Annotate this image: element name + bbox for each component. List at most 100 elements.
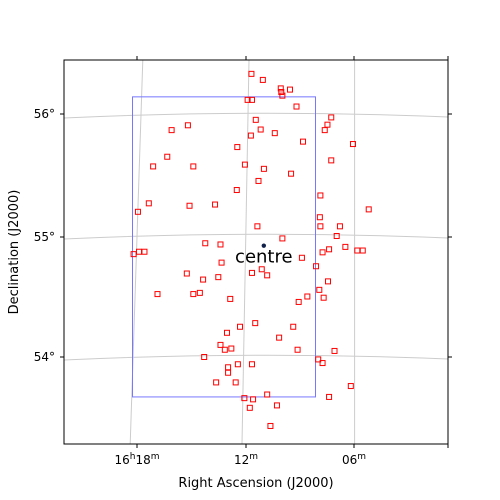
data-point <box>354 247 361 254</box>
data-point <box>359 247 366 254</box>
data-point <box>130 251 137 258</box>
data-point <box>183 270 190 277</box>
data-points <box>130 70 372 429</box>
data-point <box>248 269 255 276</box>
data-point <box>241 395 248 402</box>
data-point <box>321 127 328 134</box>
data-point <box>260 165 267 172</box>
grid-line-dec-56 <box>63 112 449 119</box>
data-point <box>136 248 143 255</box>
data-point <box>326 246 333 253</box>
data-point <box>328 114 335 121</box>
centre-label: centre <box>235 247 293 268</box>
data-point <box>248 96 255 103</box>
data-point <box>255 177 262 184</box>
data-point <box>134 208 141 215</box>
data-point <box>316 214 323 221</box>
data-point <box>221 346 228 353</box>
plot-frame <box>63 59 449 445</box>
data-point <box>244 96 251 103</box>
centre-annotation: centre <box>235 243 293 268</box>
ticks <box>60 56 452 448</box>
data-point <box>300 138 307 145</box>
data-point <box>228 345 235 352</box>
y-tick-label-56: 56° <box>34 107 55 121</box>
data-point <box>333 233 340 239</box>
data-point <box>277 85 284 92</box>
data-point <box>190 291 197 298</box>
data-point <box>290 323 297 330</box>
data-point <box>293 103 300 110</box>
data-point <box>241 161 248 168</box>
data-point <box>234 144 241 151</box>
data-point <box>168 127 175 134</box>
grid-line-dec-55 <box>63 233 449 240</box>
data-point <box>196 289 203 296</box>
x-tick-labels: 16h18m 12m 06m <box>114 452 366 467</box>
data-point <box>217 341 224 348</box>
data-point <box>200 276 207 283</box>
data-point <box>254 223 261 230</box>
data-point <box>347 383 354 390</box>
data-point <box>315 356 322 363</box>
data-point <box>233 187 240 194</box>
data-point <box>264 272 271 279</box>
data-point <box>349 141 356 148</box>
x-tick-label-06m: 06m <box>342 452 366 467</box>
data-point <box>202 240 209 247</box>
data-point <box>232 379 239 386</box>
data-point <box>324 278 331 285</box>
data-point <box>276 334 283 341</box>
data-point <box>278 89 285 96</box>
data-point <box>279 235 286 242</box>
data-point <box>227 295 234 302</box>
data-point <box>252 320 259 327</box>
field-box <box>132 96 317 398</box>
data-point <box>288 170 295 177</box>
data-point <box>248 70 255 77</box>
data-point <box>234 361 241 368</box>
data-point <box>273 402 280 409</box>
data-point <box>313 263 320 270</box>
data-point <box>298 254 305 261</box>
data-point <box>259 76 266 83</box>
data-point <box>186 202 193 209</box>
data-point <box>248 361 255 368</box>
data-point <box>150 163 157 170</box>
grid-line-ra <box>241 59 250 445</box>
centre-marker <box>261 243 267 248</box>
data-point <box>319 360 326 367</box>
data-point <box>320 294 327 301</box>
data-point <box>316 286 323 293</box>
data-point <box>326 393 333 400</box>
data-point <box>164 153 171 160</box>
data-point <box>319 249 326 256</box>
data-point <box>328 157 335 164</box>
data-point <box>294 346 301 353</box>
data-point <box>247 132 254 139</box>
data-point <box>145 200 152 207</box>
data-point <box>218 259 225 266</box>
data-point <box>317 192 324 199</box>
data-point <box>213 379 220 386</box>
data-point <box>215 274 222 281</box>
x-axis-label: Right Ascension (J2000) <box>178 476 333 491</box>
data-point <box>252 116 259 123</box>
data-point <box>267 422 274 429</box>
x-tick-label-16h18m: 16h18m <box>114 452 159 467</box>
data-point <box>257 126 264 133</box>
x-tick-label-12m: 12m <box>234 452 258 467</box>
data-point <box>190 163 197 170</box>
data-point <box>237 323 244 330</box>
data-point <box>184 122 191 129</box>
data-point <box>250 396 257 403</box>
data-point <box>304 293 311 300</box>
data-point <box>317 223 324 230</box>
data-point <box>201 354 208 360</box>
data-point <box>223 329 230 336</box>
data-point <box>212 201 219 208</box>
data-point <box>141 248 148 255</box>
data-point <box>271 130 278 137</box>
data-point <box>331 347 338 354</box>
